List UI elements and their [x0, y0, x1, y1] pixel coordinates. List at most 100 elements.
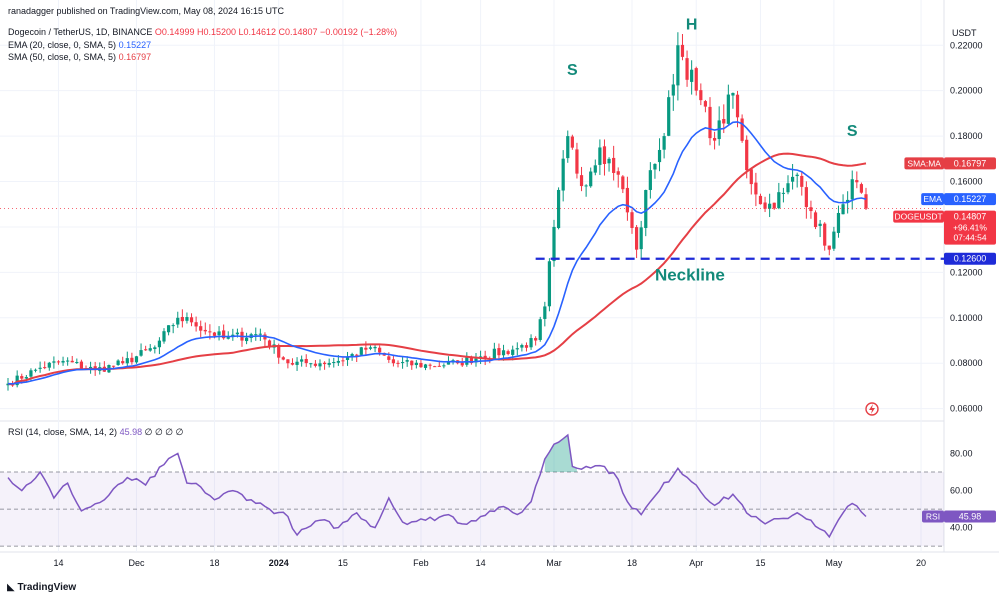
candle-body: [726, 94, 730, 124]
candle-body: [199, 326, 203, 331]
price-tick-label: 0.18000: [950, 131, 983, 141]
candle-body: [281, 357, 285, 360]
candle-body: [625, 187, 630, 213]
candle-body: [616, 171, 620, 175]
candle-body: [547, 261, 552, 307]
candle-body: [813, 212, 818, 228]
flash-icon-bolt: [869, 404, 875, 414]
neckline-label: Neckline: [655, 266, 725, 285]
candle-body: [134, 356, 139, 363]
candle-body: [166, 325, 171, 333]
candle-body: [451, 360, 455, 362]
candle-body: [428, 364, 432, 366]
price-value-box: [944, 210, 996, 245]
candle-body: [708, 106, 712, 139]
candle-body: [231, 334, 235, 337]
candle-body: [304, 358, 308, 364]
price-tag-label: DOGEUSDT: [895, 212, 943, 222]
candle-body: [864, 194, 868, 209]
candle-body: [139, 350, 143, 356]
tradingview-logo[interactable]: ◣ TradingView: [7, 582, 76, 593]
candle-body: [79, 361, 84, 369]
rsi-tick-label: 60.00: [950, 486, 973, 496]
candle-body: [593, 165, 597, 173]
candle-body: [244, 337, 249, 342]
candle-body: [33, 369, 38, 371]
candle-body: [332, 362, 336, 364]
candle-body: [474, 358, 478, 363]
candle-body: [162, 331, 166, 342]
candle-body: [111, 365, 116, 367]
candle-body: [442, 365, 446, 367]
sma-legend-label: SMA (50, close, 0, SMA, 5): [8, 52, 117, 62]
tradingview-logo-label: TradingView: [17, 582, 77, 593]
candle-body: [795, 174, 799, 177]
candle-body: [414, 362, 418, 366]
rsi-legend[interactable]: RSI (14, close, SMA, 14, 2) 45.98 ∅ ∅ ∅ …: [8, 427, 183, 438]
candle-body: [639, 227, 643, 250]
candle-body: [690, 69, 694, 82]
candle-body: [630, 212, 634, 228]
rsi-tick-label: 80.00: [950, 449, 973, 459]
candle-body: [644, 190, 648, 228]
tradingview-logo-icon: ◣: [7, 582, 15, 593]
candle-body: [419, 362, 423, 368]
candle-body: [685, 58, 689, 80]
price-value-box: [944, 193, 996, 206]
candle-body: [772, 202, 776, 209]
price-tick-label: 0.22000: [950, 40, 983, 50]
candle-body: [529, 338, 533, 348]
candle-body: [827, 245, 831, 250]
candle-body: [497, 348, 501, 356]
candle-body: [309, 363, 313, 365]
candle-body: [66, 360, 70, 362]
ema-legend[interactable]: EMA (20, close, 0, SMA, 5) 0.15227: [8, 40, 151, 50]
candle-body: [703, 101, 708, 107]
candle-body: [405, 360, 409, 362]
sma-legend[interactable]: SMA (50, close, 0, SMA, 5) 0.16797: [8, 52, 151, 62]
candle-body: [300, 359, 304, 362]
candle-body: [350, 354, 354, 357]
candle-body: [506, 351, 510, 355]
candle-body: [29, 370, 33, 377]
price-tick-label: 0.16000: [950, 177, 983, 187]
candle-body: [15, 375, 19, 386]
time-tick-label: 18: [627, 558, 637, 568]
price-tag-box: [904, 157, 944, 170]
rsi-value-box: [944, 510, 996, 523]
candle-body: [43, 367, 47, 369]
candle-body: [768, 203, 772, 209]
price-tick-label: 0.20000: [950, 86, 983, 96]
candle-body: [469, 357, 474, 364]
candle-body: [671, 84, 675, 96]
candle-body: [483, 355, 487, 359]
flash-icon: [865, 402, 879, 416]
candle-body: [648, 170, 652, 190]
rsi-value-label: 45.98: [959, 512, 982, 522]
candle-body: [607, 158, 611, 164]
candle-body: [189, 317, 194, 323]
candle-body: [61, 360, 65, 363]
pattern-annotation: S: [847, 123, 858, 140]
candle-body: [570, 136, 574, 148]
rsi-legend-label: RSI (14, close, SMA, 14, 2): [8, 427, 118, 437]
candle-body: [804, 187, 808, 208]
candle-body: [267, 340, 272, 347]
price-value-label: 0.16797: [954, 158, 987, 168]
candle-body: [153, 347, 157, 350]
candle-body: [125, 358, 129, 364]
price-value-box: [944, 252, 996, 265]
candle-body: [846, 199, 850, 203]
candle-body: [217, 331, 221, 336]
candle-body: [501, 350, 506, 356]
candle-body: [203, 329, 207, 332]
candle-body: [20, 376, 24, 379]
price-tag-box: [893, 210, 944, 223]
candle-body: [786, 183, 790, 193]
candle-body: [745, 139, 749, 171]
candle-body: [433, 366, 437, 368]
candle-body: [368, 347, 373, 349]
symbol-name: Dogecoin / TetherUS, 1D, BINANCE: [8, 27, 153, 37]
candle-body: [781, 192, 786, 194]
